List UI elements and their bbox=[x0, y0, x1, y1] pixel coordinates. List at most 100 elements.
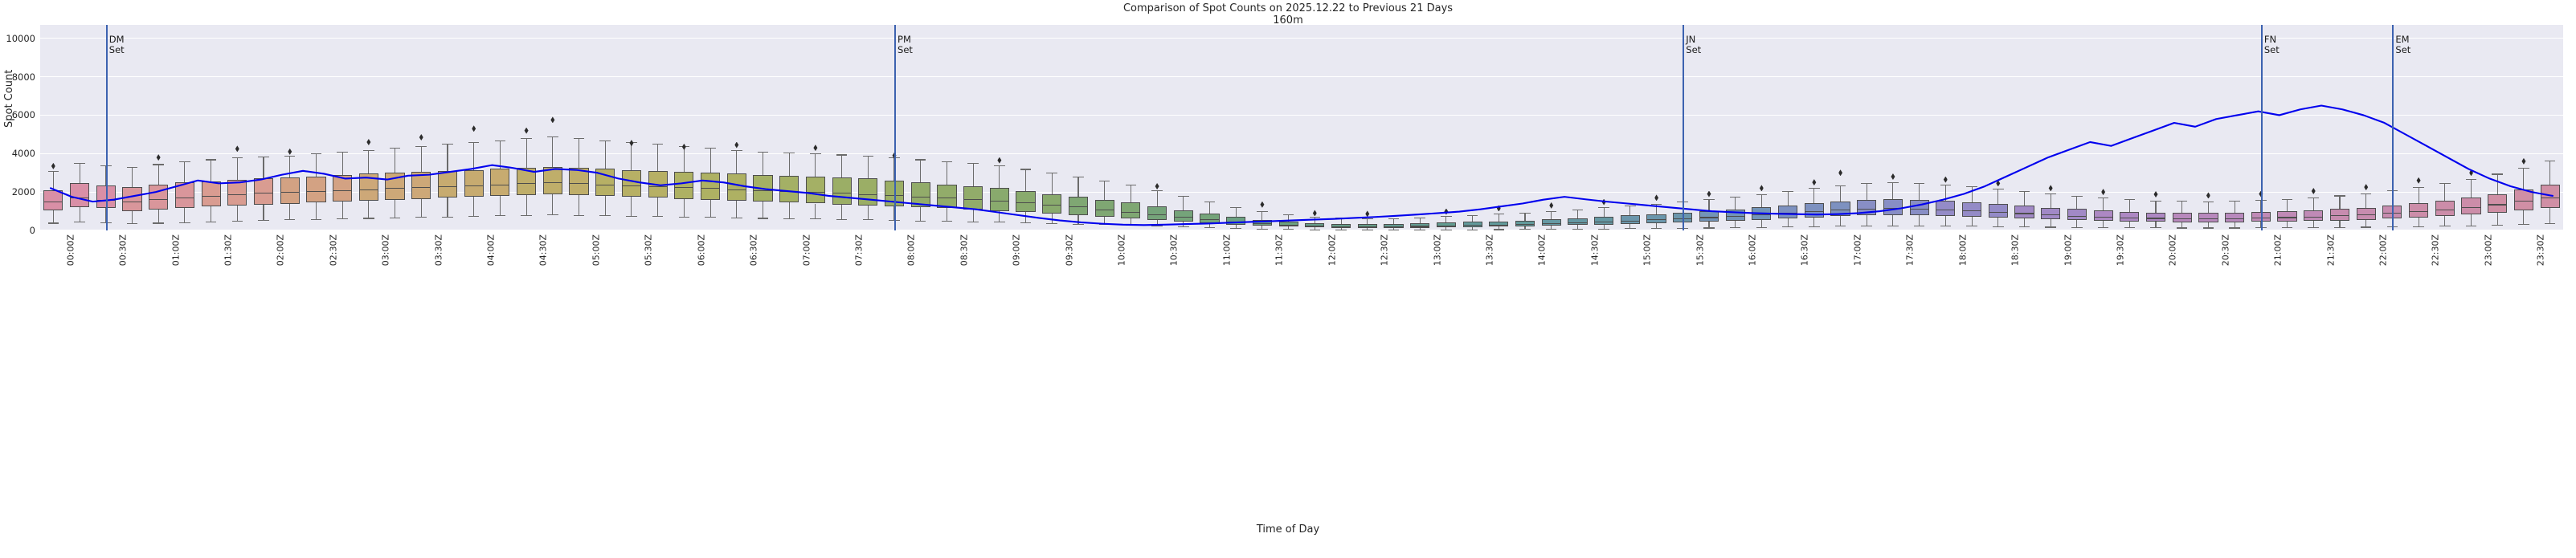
cap-upper bbox=[1466, 214, 1478, 216]
cap-upper bbox=[1913, 182, 1925, 184]
median-line bbox=[1462, 225, 1482, 226]
cap-upper bbox=[705, 148, 716, 149]
whisker-lower bbox=[1735, 220, 1736, 228]
whisker-lower bbox=[1419, 227, 1421, 230]
cap-lower bbox=[179, 222, 190, 223]
cap-upper bbox=[2281, 198, 2293, 200]
whisker-upper bbox=[2549, 160, 2551, 185]
outlier-marker bbox=[1891, 173, 1895, 180]
median-line bbox=[884, 194, 905, 196]
event-label-jn-set: JN Set bbox=[1686, 34, 1702, 55]
cap-lower bbox=[468, 216, 480, 218]
box bbox=[858, 178, 878, 206]
whisker-upper bbox=[157, 164, 159, 185]
cap-lower bbox=[2097, 226, 2109, 229]
cap-lower bbox=[494, 215, 506, 217]
whisker-upper bbox=[2103, 198, 2104, 211]
whisker-lower bbox=[2155, 222, 2157, 228]
cap-lower bbox=[1572, 228, 1584, 230]
whisker-upper bbox=[1208, 202, 1211, 214]
whisker-lower bbox=[1551, 226, 1552, 230]
whisker-upper bbox=[2207, 201, 2209, 214]
whisker-lower bbox=[2312, 221, 2314, 227]
cap-upper bbox=[100, 165, 112, 166]
whisker-upper bbox=[2076, 195, 2078, 210]
median-line bbox=[674, 187, 694, 189]
cap-upper bbox=[231, 157, 243, 159]
median-line bbox=[726, 189, 746, 190]
cap-upper bbox=[1598, 207, 1609, 209]
whisker-lower bbox=[1576, 225, 1578, 229]
whisker-upper bbox=[2287, 198, 2288, 212]
x-axis-tick-label: 08:00Z bbox=[906, 234, 917, 267]
event-line-fn-set bbox=[2260, 25, 2263, 230]
whisker-upper bbox=[1603, 207, 1605, 218]
cap-upper bbox=[2045, 193, 2056, 195]
box bbox=[96, 185, 116, 209]
whisker-upper bbox=[1576, 209, 1578, 218]
box bbox=[2513, 189, 2534, 211]
cap-upper bbox=[1178, 195, 1189, 198]
whisker-lower bbox=[341, 202, 343, 219]
x-axis-tick-label: 23:00Z bbox=[2483, 234, 2494, 267]
whisker-upper bbox=[1367, 218, 1368, 224]
whisker-lower bbox=[1760, 219, 1762, 227]
x-axis-tick-label: 09:00Z bbox=[1011, 234, 1022, 267]
cap-upper bbox=[2439, 183, 2451, 185]
x-axis-tick-label: 11:30Z bbox=[1274, 234, 1285, 267]
cap-upper bbox=[1861, 183, 1872, 185]
median-line bbox=[385, 188, 405, 189]
box bbox=[1594, 217, 1614, 225]
box bbox=[1936, 200, 1956, 216]
box bbox=[517, 168, 537, 195]
box bbox=[227, 179, 247, 206]
box bbox=[779, 175, 799, 203]
cap-upper bbox=[337, 151, 348, 153]
cap-lower bbox=[1178, 226, 1189, 228]
cap-lower bbox=[2176, 227, 2188, 229]
x-axis-tick-label: 07:00Z bbox=[801, 234, 812, 267]
cap-upper bbox=[1441, 216, 1452, 218]
x-axis-tick-label: 14:00Z bbox=[1536, 234, 1548, 267]
x-axis-tick-label: 13:00Z bbox=[1432, 234, 1443, 267]
median-line bbox=[201, 195, 221, 198]
cap-upper bbox=[1545, 210, 1557, 212]
median-line bbox=[700, 188, 721, 189]
x-axis-label: Time of Day bbox=[1256, 523, 1320, 536]
cap-lower bbox=[1677, 227, 1689, 229]
whisker-upper bbox=[709, 148, 711, 173]
cap-lower bbox=[941, 221, 953, 222]
box bbox=[1016, 190, 1036, 213]
cap-lower bbox=[1703, 227, 1715, 229]
box bbox=[2409, 203, 2429, 218]
whisker-lower bbox=[1839, 216, 1842, 226]
median-line bbox=[2356, 214, 2376, 215]
outlier-marker bbox=[629, 140, 634, 147]
whisker-upper bbox=[263, 156, 264, 179]
cap-upper bbox=[2255, 200, 2267, 202]
median-line bbox=[648, 185, 668, 188]
box bbox=[2172, 212, 2192, 222]
whisker-lower bbox=[2103, 221, 2104, 227]
median-line bbox=[464, 185, 484, 186]
median-line bbox=[1489, 224, 1509, 226]
cap-lower bbox=[2071, 226, 2083, 228]
median-line bbox=[2382, 213, 2402, 214]
whisker-lower bbox=[2023, 218, 2026, 227]
box bbox=[2014, 206, 2034, 219]
cap-upper bbox=[967, 163, 979, 165]
outlier-marker bbox=[997, 157, 1002, 164]
x-axis-tick-label: 13:30Z bbox=[1484, 234, 1495, 267]
outlier-marker bbox=[2206, 192, 2210, 199]
whisker-upper bbox=[2128, 199, 2130, 212]
box bbox=[963, 185, 983, 210]
whisker-upper bbox=[184, 161, 186, 183]
cap-upper bbox=[389, 148, 401, 149]
cap-upper bbox=[1729, 196, 1741, 198]
whisker-upper bbox=[1787, 190, 1789, 206]
outlier-marker bbox=[550, 116, 555, 124]
event-label-em-set: EM Set bbox=[2395, 34, 2411, 55]
x-axis-tick-label: 23:30Z bbox=[2535, 234, 2546, 267]
median-line bbox=[2014, 213, 2034, 214]
y-axis-tick-label: 2000 bbox=[11, 186, 35, 198]
